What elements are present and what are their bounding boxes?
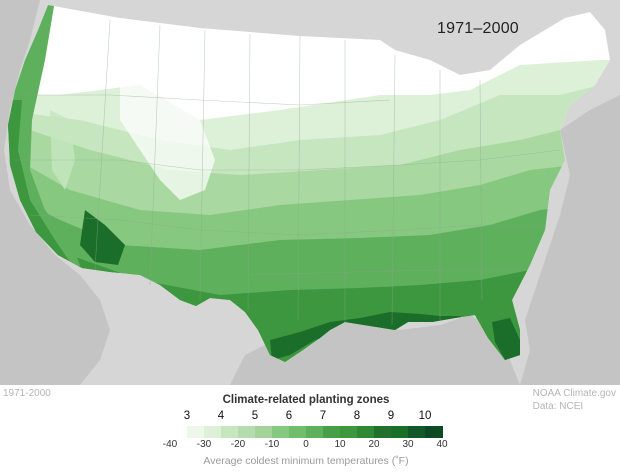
planting-zone-map (0, 0, 620, 385)
legend-swatch (408, 426, 426, 438)
legend-tick-label: -40 (162, 439, 178, 450)
legend-tick-label: 0 (303, 439, 309, 450)
legend-zone-label: 4 (217, 410, 225, 422)
legend-tick-label: -20 (230, 439, 246, 450)
legend-zone-label: 8 (353, 410, 361, 422)
legend-axis-label: Average coldest minimum temperatures (˚F… (203, 455, 409, 467)
legend-title: Climate-related planting zones (222, 394, 390, 406)
legend-zone-labels: 3 4 5 6 7 8 9 10 (170, 410, 442, 424)
legend-swatch (187, 426, 205, 438)
legend-swatch (357, 426, 375, 438)
credit-source: NOAA Climate.gov (532, 388, 616, 399)
legend-tick-labels: -40 -30 -20 -10 0 10 20 30 40 (163, 439, 448, 453)
pacific-ocean (0, 0, 110, 385)
zone-10-southwest (80, 210, 125, 265)
credit-data: Data: NCEI (532, 401, 584, 412)
legend: Climate-related planting zones 3 4 5 6 7 8 9 10… (163, 394, 448, 467)
legend-tick-label: -30 (196, 439, 212, 450)
legend-tick-label: 20 (368, 439, 380, 450)
legend-swatch (255, 426, 273, 438)
legend-zone-label: 9 (387, 410, 395, 422)
atlantic-ocean (520, 95, 620, 385)
legend-zone-label: 6 (285, 410, 293, 422)
legend-swatch (272, 426, 290, 438)
legend-zone-label: 7 (319, 410, 327, 422)
legend-zone-label: 5 (251, 410, 259, 422)
bottom-left-period-label: 1971-2000 (3, 388, 51, 399)
legend-swatch (340, 426, 358, 438)
sierra-highlands (50, 110, 75, 190)
legend-tick-label: 30 (402, 439, 414, 450)
rocky-mountains-highlands (120, 80, 215, 200)
legend-swatch (289, 426, 307, 438)
legend-swatch (221, 426, 239, 438)
legend-tick-label: 10 (334, 439, 346, 450)
credit: NOAA Climate.gov Data: NCEI (533, 387, 616, 413)
legend-swatch (425, 426, 443, 438)
period-label: 1971–2000 (437, 20, 519, 37)
legend-tick-label: 40 (436, 439, 448, 450)
legend-zone-label: 10 (418, 410, 432, 422)
legend-swatch (238, 426, 256, 438)
legend-zone-label: 3 (183, 410, 191, 422)
zone-10-florida (492, 318, 522, 360)
legend-swatch (391, 426, 409, 438)
state-borders (15, 19, 561, 326)
legend-tick-label: -10 (264, 439, 280, 450)
legend-swatch (323, 426, 341, 438)
legend-swatch (306, 426, 324, 438)
legend-color-bar (170, 426, 443, 438)
legend-swatch (170, 426, 188, 438)
legend-swatch (374, 426, 392, 438)
legend-swatch (204, 426, 222, 438)
